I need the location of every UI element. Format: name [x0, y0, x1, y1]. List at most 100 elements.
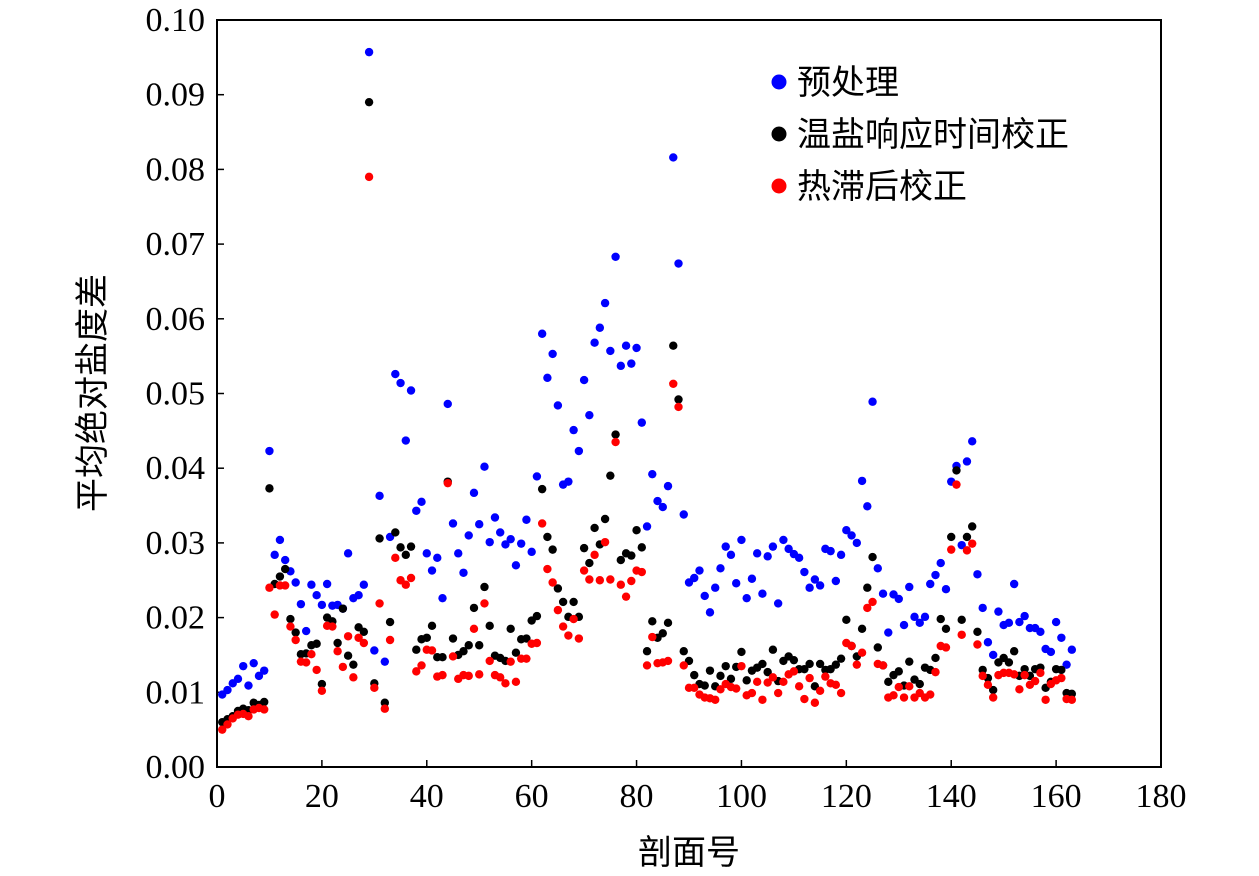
- data-point-series-1: [973, 570, 982, 579]
- data-point-series-1: [716, 564, 725, 573]
- data-point-series-2: [742, 676, 751, 685]
- x-tick-label: 120: [821, 778, 872, 815]
- data-point-series-2: [863, 583, 872, 592]
- data-point-series-1: [1062, 660, 1071, 669]
- data-point-series-3: [260, 705, 269, 714]
- data-point-series-3: [569, 614, 578, 624]
- y-tick-label: 0.04: [146, 450, 206, 487]
- data-point-series-3: [406, 573, 416, 583]
- data-point-series-1: [280, 555, 290, 565]
- data-point-series-2: [978, 665, 987, 675]
- data-point-series-3: [475, 670, 484, 679]
- x-tick-label: 80: [620, 778, 654, 815]
- data-point-series-1: [962, 457, 972, 466]
- data-point-series-3: [590, 550, 599, 560]
- x-tick-label: 140: [926, 778, 977, 815]
- data-point-series-3: [427, 646, 437, 655]
- data-point-series-2: [532, 611, 542, 621]
- data-point-series-2: [333, 638, 342, 648]
- data-point-series-2: [632, 526, 641, 535]
- data-point-series-1: [747, 574, 757, 583]
- data-point-series-3: [522, 654, 531, 663]
- data-point-series-1: [1057, 633, 1066, 642]
- data-point-series-3: [480, 599, 489, 608]
- data-point-series-1: [763, 552, 772, 561]
- x-tick-label: 180: [1136, 778, 1187, 815]
- data-point-series-3: [564, 631, 573, 640]
- data-point-series-1: [847, 531, 856, 540]
- data-point-series-3: [343, 632, 353, 641]
- data-point-series-1: [275, 535, 285, 545]
- data-point-series-3: [988, 693, 998, 702]
- data-point-series-3: [737, 661, 746, 671]
- data-point-series-1: [637, 418, 646, 427]
- data-point-series-1: [233, 674, 243, 684]
- data-point-series-1: [475, 520, 484, 529]
- data-point-series-3: [496, 673, 505, 682]
- data-point-series-3: [448, 652, 458, 661]
- y-tick-label: 0.06: [146, 301, 206, 338]
- data-point-series-2: [957, 615, 966, 625]
- data-point-series-3: [364, 172, 374, 182]
- data-point-series-3: [732, 684, 741, 693]
- data-point-series-1: [611, 252, 620, 261]
- data-point-series-3: [349, 673, 358, 682]
- data-point-series-2: [359, 627, 369, 636]
- data-point-series-1: [758, 589, 767, 598]
- data-point-series-1: [873, 564, 882, 573]
- data-point-series-3: [401, 580, 410, 589]
- data-point-series-2: [469, 603, 479, 613]
- data-point-series-2: [931, 653, 940, 663]
- data-point-series-1: [569, 425, 578, 435]
- data-point-series-2: [716, 671, 725, 681]
- data-point-series-3: [1030, 676, 1040, 686]
- data-point-series-2: [522, 634, 531, 643]
- data-point-series-1: [690, 573, 699, 583]
- data-point-series-2: [265, 484, 274, 493]
- data-point-series-2: [962, 532, 972, 542]
- data-point-series-2: [758, 659, 767, 669]
- data-point-series-1: [805, 583, 814, 592]
- data-point-series-3: [794, 682, 804, 691]
- data-point-series-2: [543, 532, 552, 542]
- data-point-series-2: [506, 624, 515, 634]
- data-point-series-1: [254, 671, 264, 681]
- data-point-series-1: [642, 522, 652, 531]
- legend-marker: [771, 74, 787, 90]
- data-point-series-3: [506, 657, 515, 666]
- data-point-series-1: [490, 513, 500, 522]
- data-point-series-2: [485, 621, 494, 631]
- data-point-series-1: [899, 620, 909, 630]
- data-point-series-1: [391, 369, 400, 379]
- data-point-series-2: [857, 624, 867, 634]
- data-point-series-2: [726, 674, 736, 684]
- data-point-series-1: [265, 446, 274, 456]
- data-point-series-3: [532, 638, 542, 648]
- data-point-series-2: [868, 552, 877, 562]
- data-point-series-2: [648, 617, 657, 626]
- data-point-series-2: [884, 677, 893, 687]
- data-point-series-3: [417, 661, 426, 670]
- data-point-series-1: [401, 436, 410, 445]
- data-point-series-3: [621, 592, 631, 601]
- data-point-series-1: [1015, 617, 1024, 627]
- data-point-series-1: [396, 378, 405, 388]
- data-point-series-3: [800, 694, 809, 704]
- data-point-series-1: [669, 153, 678, 162]
- data-point-series-1: [433, 553, 442, 563]
- data-point-series-1: [926, 579, 935, 589]
- data-point-series-3: [637, 567, 646, 577]
- data-point-series-3: [957, 630, 966, 639]
- data-point-series-3: [375, 599, 384, 608]
- data-point-series-2: [569, 597, 578, 607]
- data-point-series-3: [768, 673, 778, 682]
- data-point-series-2: [658, 629, 667, 638]
- data-point-series-1: [516, 539, 526, 548]
- data-point-series-2: [988, 685, 998, 695]
- data-point-series-3: [968, 539, 977, 548]
- data-point-series-1: [616, 361, 626, 371]
- data-point-series-2: [800, 664, 809, 674]
- data-point-series-2: [558, 597, 568, 607]
- data-point-series-2: [338, 604, 348, 613]
- data-point-series-2: [401, 550, 410, 560]
